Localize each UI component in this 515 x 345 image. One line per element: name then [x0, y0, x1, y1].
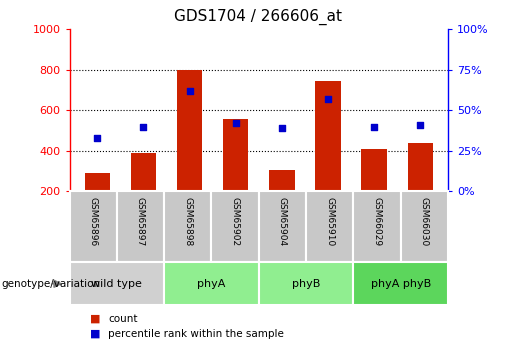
Bar [84, 173, 110, 232]
Text: GSM65897: GSM65897 [136, 197, 145, 246]
Point [185, 88, 194, 94]
Text: GDS1704 / 266606_at: GDS1704 / 266606_at [174, 9, 341, 25]
Text: GSM65902: GSM65902 [231, 197, 239, 246]
Bar [408, 143, 433, 232]
Bar [223, 119, 248, 232]
Text: ■: ■ [90, 314, 100, 324]
Bar [362, 149, 387, 232]
Text: GSM66030: GSM66030 [420, 197, 429, 246]
Text: percentile rank within the sample: percentile rank within the sample [108, 329, 284, 339]
Bar [131, 153, 156, 232]
Point [324, 96, 332, 102]
Text: phyA: phyA [197, 279, 226, 289]
Bar [269, 170, 295, 232]
Text: phyB: phyB [292, 279, 320, 289]
Text: GSM65904: GSM65904 [278, 197, 287, 246]
Text: count: count [108, 314, 138, 324]
Text: GSM66029: GSM66029 [372, 197, 382, 246]
Text: wild type: wild type [91, 279, 142, 289]
Point [93, 135, 101, 141]
Point [139, 124, 147, 129]
Point [232, 121, 240, 126]
Point [416, 122, 424, 128]
Text: GSM65910: GSM65910 [325, 197, 334, 246]
Bar [177, 70, 202, 232]
Bar [315, 81, 341, 232]
Point [278, 126, 286, 131]
Text: GSM65898: GSM65898 [183, 197, 192, 246]
Text: GSM65896: GSM65896 [89, 197, 98, 246]
Text: ■: ■ [90, 329, 100, 339]
Point [370, 124, 379, 129]
Text: phyA phyB: phyA phyB [371, 279, 431, 289]
Text: genotype/variation: genotype/variation [2, 279, 100, 289]
